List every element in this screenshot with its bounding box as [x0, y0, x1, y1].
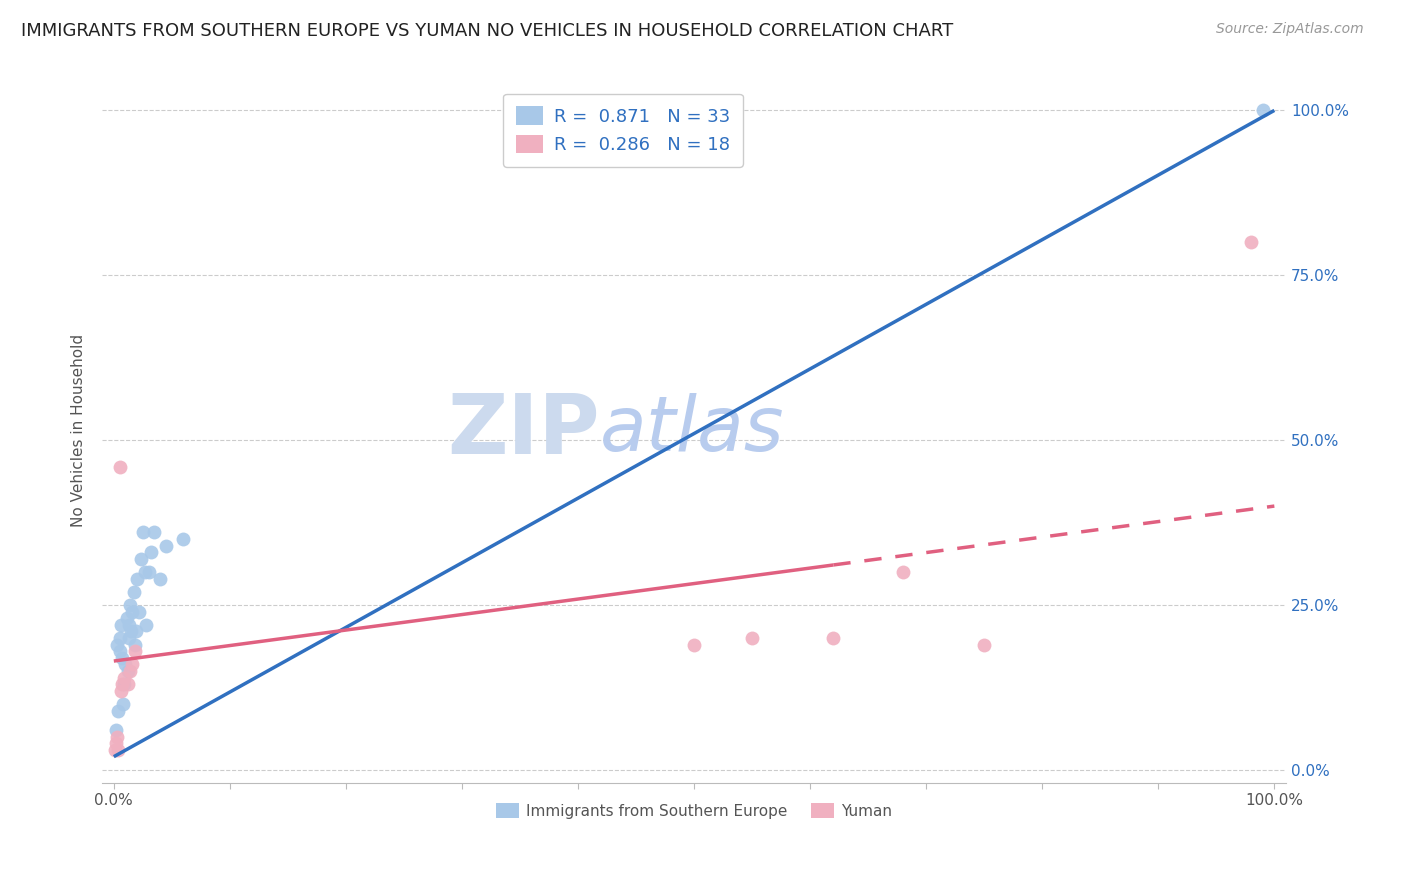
Point	[139, 545, 162, 559]
Point	[118, 631, 141, 645]
Point	[107, 704, 129, 718]
Point	[121, 605, 143, 619]
Point	[122, 584, 145, 599]
Point	[107, 743, 129, 757]
Point	[891, 565, 914, 579]
Point	[124, 644, 146, 658]
Point	[1251, 103, 1274, 118]
Point	[155, 539, 177, 553]
Point	[115, 611, 138, 625]
Point	[120, 664, 142, 678]
Point	[104, 743, 127, 757]
Point	[120, 624, 142, 639]
Point	[112, 677, 135, 691]
Point	[105, 638, 128, 652]
Point	[973, 638, 995, 652]
Point	[117, 677, 139, 691]
Point	[125, 624, 148, 639]
Point	[108, 644, 131, 658]
Point	[124, 638, 146, 652]
Point	[138, 565, 160, 579]
Point	[120, 598, 142, 612]
Point	[121, 657, 143, 672]
Point	[128, 605, 150, 619]
Text: IMMIGRANTS FROM SOUTHERN EUROPE VS YUMAN NO VEHICLES IN HOUSEHOLD CORRELATION CH: IMMIGRANTS FROM SOUTHERN EUROPE VS YUMAN…	[21, 22, 953, 40]
Point	[683, 638, 706, 652]
Point	[105, 730, 128, 744]
Point	[111, 677, 134, 691]
Point	[1240, 235, 1263, 250]
Point	[143, 525, 166, 540]
Point	[105, 736, 128, 750]
Y-axis label: No Vehicles in Household: No Vehicles in Household	[72, 334, 86, 527]
Text: Source: ZipAtlas.com: Source: ZipAtlas.com	[1216, 22, 1364, 37]
Point	[132, 525, 155, 540]
Point	[111, 650, 134, 665]
Point	[117, 664, 139, 678]
Point	[114, 657, 136, 672]
Point	[112, 671, 135, 685]
Point	[118, 617, 141, 632]
Point	[108, 459, 131, 474]
Point	[125, 572, 148, 586]
Text: ZIP: ZIP	[447, 390, 599, 471]
Point	[110, 617, 132, 632]
Point	[741, 631, 763, 645]
Point	[105, 723, 128, 738]
Point	[149, 572, 172, 586]
Point	[823, 631, 845, 645]
Point	[108, 631, 131, 645]
Text: atlas: atlas	[599, 393, 785, 467]
Point	[172, 532, 194, 546]
Point	[135, 617, 157, 632]
Point	[110, 683, 132, 698]
Point	[134, 565, 156, 579]
Point	[112, 697, 135, 711]
Point	[129, 551, 152, 566]
Legend: Immigrants from Southern Europe, Yuman: Immigrants from Southern Europe, Yuman	[489, 797, 898, 825]
